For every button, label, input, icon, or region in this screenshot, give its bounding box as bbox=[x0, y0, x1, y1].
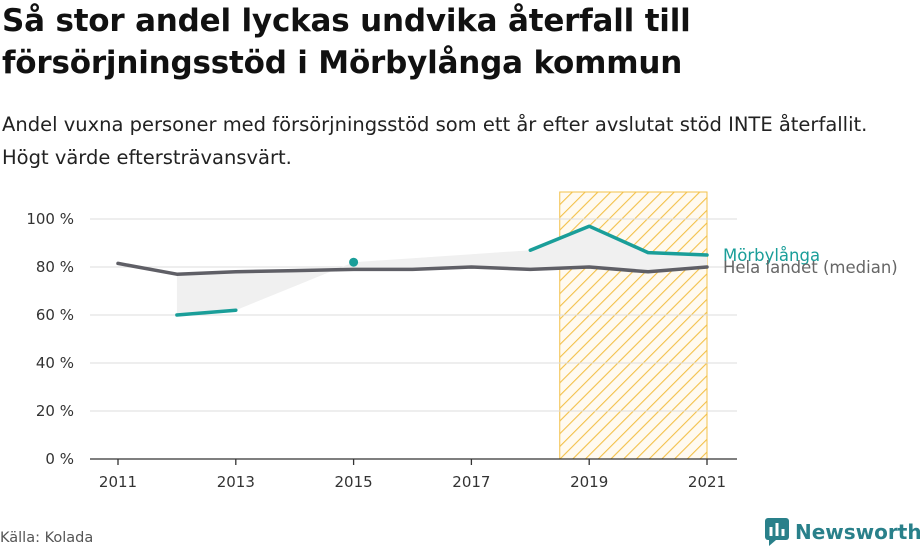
x-tick-label: 2011 bbox=[99, 473, 137, 491]
series-label-median: Hela landet (median) bbox=[723, 258, 898, 277]
x-tick-label: 2021 bbox=[688, 473, 726, 491]
series-point-morbylanga bbox=[349, 257, 359, 267]
newsworthy-logo: Newsworthy bbox=[765, 518, 920, 546]
newsworthy-icon bbox=[765, 518, 789, 546]
y-tick-label: 100 % bbox=[26, 210, 74, 228]
x-tick-label: 2013 bbox=[217, 473, 255, 491]
series-line-morbylanga bbox=[528, 224, 709, 257]
chart-subtitle: Andel vuxna personer med försörjningsstö… bbox=[2, 113, 868, 169]
series-line-morbylanga bbox=[175, 308, 238, 317]
y-tick-label: 0 % bbox=[45, 450, 74, 468]
brand-name: Newsworthy bbox=[795, 520, 920, 544]
series-label-morbylanga: Mörbylånga bbox=[723, 246, 820, 265]
source-note: Källa: Kolada bbox=[0, 530, 94, 546]
x-tick-label: 2015 bbox=[335, 473, 373, 491]
y-tick-label: 40 % bbox=[36, 354, 74, 372]
y-tick-label: 20 % bbox=[36, 402, 74, 420]
series-line-median bbox=[116, 261, 709, 276]
chart-title: Så stor andel lyckas undvika återfall ti… bbox=[2, 3, 691, 81]
y-tick-label: 60 % bbox=[36, 306, 74, 324]
y-tick-label: 80 % bbox=[36, 258, 74, 276]
x-tick-label: 2019 bbox=[570, 473, 608, 491]
difference-area bbox=[176, 226, 707, 315]
x-tick-label: 2017 bbox=[452, 473, 490, 491]
